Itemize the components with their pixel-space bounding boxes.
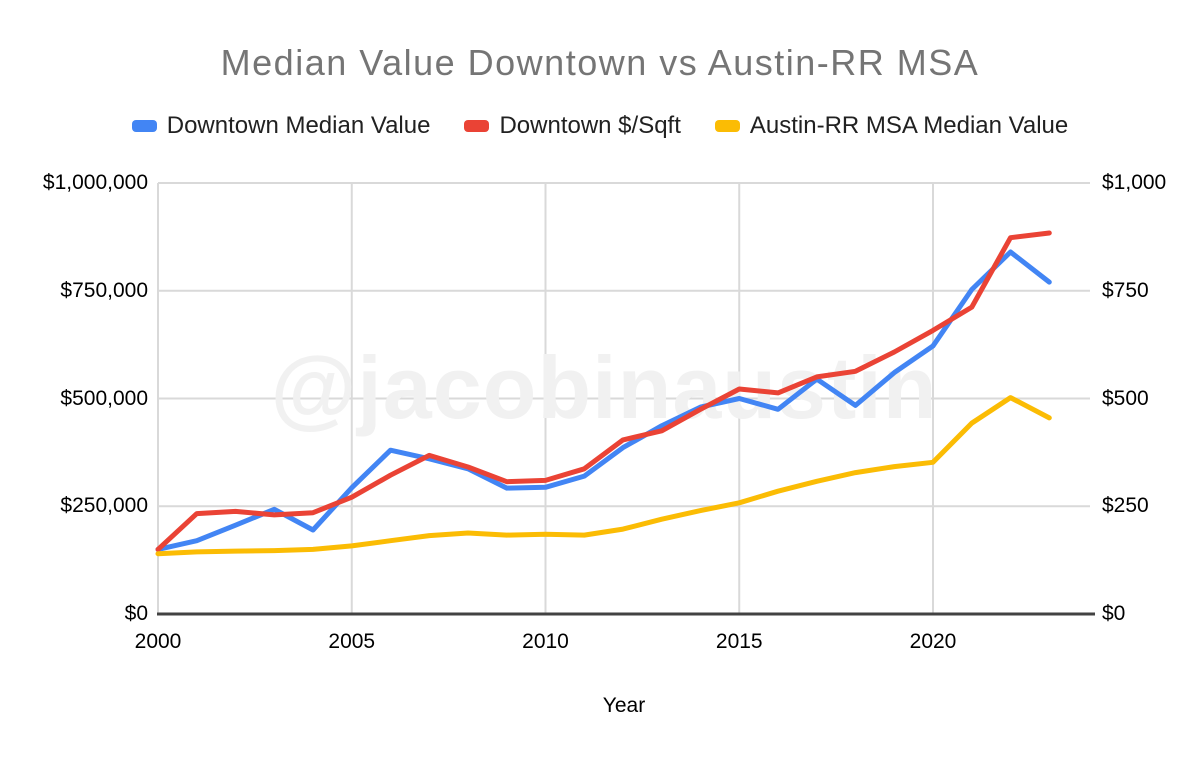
legend-label-downtown-median-value: Downtown Median Value bbox=[166, 112, 431, 139]
y-left-tick-label: $1,000,000 bbox=[42, 171, 148, 194]
legend-item-downtown-dollar-per-sqft: Downtown $/Sqft bbox=[464, 112, 681, 140]
x-tick-label: 2020 bbox=[909, 630, 957, 653]
x-axis-title: Year bbox=[602, 694, 646, 717]
series-line-austin-rr-msa-median-value bbox=[155, 395, 1052, 557]
legend-swatch-downtown-dollar-per-sqft bbox=[464, 120, 490, 132]
legend-item-downtown-median-value: Downtown Median Value bbox=[131, 112, 431, 140]
y-right-tick-label: $750 bbox=[1102, 278, 1149, 302]
legend-swatch-austin-rr-msa-median-value bbox=[714, 120, 740, 132]
x-tick-label: 2005 bbox=[328, 630, 376, 653]
legend-swatch-downtown-median-value bbox=[131, 120, 157, 132]
series-lines bbox=[155, 230, 1052, 557]
x-tick-label: 2000 bbox=[134, 630, 182, 653]
x-tick-label: 2010 bbox=[522, 630, 569, 653]
chart-legend: Downtown Median Value Downtown $/Sqft Au… bbox=[0, 112, 1200, 140]
legend-label-austin-rr-msa-median-value: Austin-RR MSA Median Value bbox=[749, 112, 1069, 139]
series-line-downtown-sqft bbox=[155, 230, 1052, 552]
y-left-tick-label: $250,000 bbox=[60, 494, 148, 518]
series-line-downtown-median-value bbox=[155, 249, 1052, 552]
y-left-tick-label: $0 bbox=[124, 602, 148, 625]
y-right-tick-label: $0 bbox=[1102, 602, 1126, 625]
y-right-tick-label: $250 bbox=[1102, 494, 1149, 518]
legend-item-austin-rr-msa-median-value: Austin-RR MSA Median Value bbox=[714, 112, 1069, 140]
y-axis-right-tick-labels: $1,000 $750 $500 $250 $0 bbox=[1102, 0, 1200, 700]
y-axis-left-tick-labels: $1,000,000 $750,000 $500,000 $250,000 $0 bbox=[0, 0, 148, 700]
y-left-tick-label: $750,000 bbox=[60, 278, 148, 302]
y-left-tick-label: $500,000 bbox=[60, 386, 148, 410]
legend-label-downtown-dollar-per-sqft: Downtown $/Sqft bbox=[499, 112, 681, 139]
chart-title: Median Value Downtown vs Austin-RR MSA bbox=[220, 42, 980, 83]
x-axis-tick-labels: 2000 2005 2010 2015 2020 bbox=[134, 630, 957, 653]
x-tick-label: 2015 bbox=[715, 630, 763, 653]
y-right-tick-label: $500 bbox=[1102, 386, 1149, 410]
y-right-tick-label: $1,000 bbox=[1102, 171, 1167, 194]
